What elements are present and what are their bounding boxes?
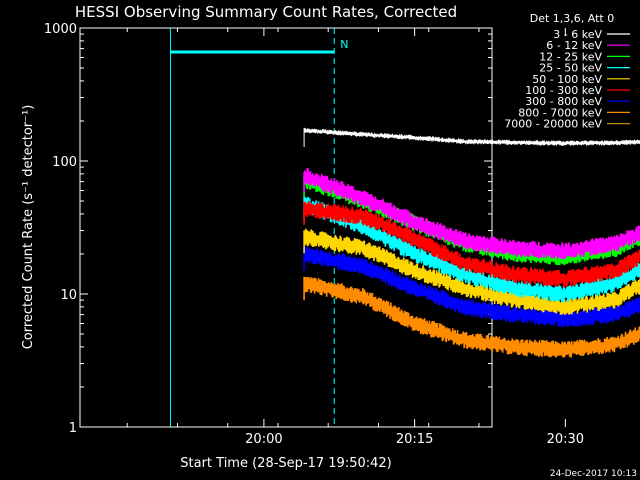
y-tick-label: 100 (52, 155, 77, 170)
x-tick-label: 20:30 (547, 432, 584, 447)
data-point (514, 314, 516, 316)
data-point (303, 174, 305, 176)
series-layer (303, 127, 640, 358)
series-800-7000kev (303, 276, 640, 358)
data-point (464, 274, 466, 276)
legend-label: 3 - 6 keV (553, 28, 602, 41)
data-point (464, 287, 466, 290)
data-point (414, 322, 416, 325)
data-point (414, 137, 416, 139)
data-point (514, 274, 516, 276)
data-point (303, 207, 305, 209)
series-line (303, 201, 640, 288)
data-point (303, 253, 305, 255)
data-point (564, 293, 567, 295)
legend-label: 50 - 100 keV (532, 73, 602, 86)
plot-frame (79, 27, 493, 428)
data-point (414, 238, 416, 240)
data-point (615, 270, 617, 272)
series-line (303, 127, 640, 147)
series-line (303, 245, 640, 328)
x-tick-label: 20:15 (396, 432, 433, 447)
legend-label: 25 - 50 keV (539, 62, 602, 75)
y-tick-label: 10 (60, 288, 77, 303)
data-point (615, 282, 617, 285)
data-point (414, 287, 416, 290)
time-markers: NS (169, 28, 348, 427)
data-point (363, 296, 365, 298)
data-point (303, 282, 305, 285)
legend-label: 300 - 800 keV (525, 95, 602, 108)
data-point (615, 314, 617, 316)
x-axis-label: Start Time (28-Sep-17 19:50:42) (180, 456, 391, 471)
y-axis-label: Corrected Count Rate (s⁻¹ detector⁻¹) (21, 105, 36, 350)
legend-label: 7000 - 20000 keV (504, 118, 602, 131)
data-point (615, 242, 617, 244)
legend-label: 6 - 12 keV (546, 39, 602, 52)
legend-label: 100 - 300 keV (525, 84, 602, 97)
series-300-800kev (303, 245, 640, 328)
data-point (514, 141, 516, 143)
data-point (363, 216, 365, 218)
series-3-6kev (303, 127, 640, 147)
data-point (464, 240, 466, 242)
data-point (414, 221, 416, 223)
series-line (303, 228, 640, 315)
flag-label: N (340, 38, 348, 51)
series-6-12kev (303, 167, 640, 260)
data-point (514, 247, 516, 250)
data-point (464, 141, 466, 143)
data-point (464, 339, 466, 341)
data-point (303, 129, 305, 131)
data-point (363, 198, 365, 200)
data-point (514, 346, 516, 348)
series-line (303, 196, 640, 303)
timestamp: 24-Dec-2017 10:13 (550, 469, 637, 479)
data-point (564, 318, 567, 320)
data-point (615, 299, 617, 301)
data-point (363, 226, 365, 228)
data-point (363, 134, 365, 136)
legend-label: 800 - 7000 keV (518, 106, 602, 119)
data-point (303, 236, 305, 238)
data-point (564, 349, 567, 351)
series-line (303, 276, 640, 358)
legend-header: Det 1,3,6, Att 0 (530, 12, 614, 25)
series-line (303, 167, 640, 260)
series-50-100kev (303, 228, 640, 315)
data-point (363, 266, 365, 268)
data-point (414, 253, 416, 255)
data-point (564, 278, 567, 280)
data-point (514, 287, 516, 290)
data-point (464, 262, 466, 264)
y-tick-label: 1000 (44, 22, 77, 37)
data-point (615, 343, 617, 345)
data-point (464, 306, 466, 308)
data-point (414, 270, 416, 272)
x-tick-label: 20:00 (245, 432, 282, 447)
data-point (564, 142, 567, 144)
legend-label: 12 - 25 keV (539, 50, 602, 63)
series-100-300kev (303, 201, 640, 288)
data-point (363, 247, 365, 250)
chart-title: HESSI Observing Summary Count Rates, Cor… (75, 3, 457, 21)
data-point (564, 306, 567, 308)
data-point (564, 250, 567, 252)
data-point (615, 142, 617, 144)
y-tick-label: 1 (69, 421, 77, 436)
data-point (514, 299, 516, 301)
